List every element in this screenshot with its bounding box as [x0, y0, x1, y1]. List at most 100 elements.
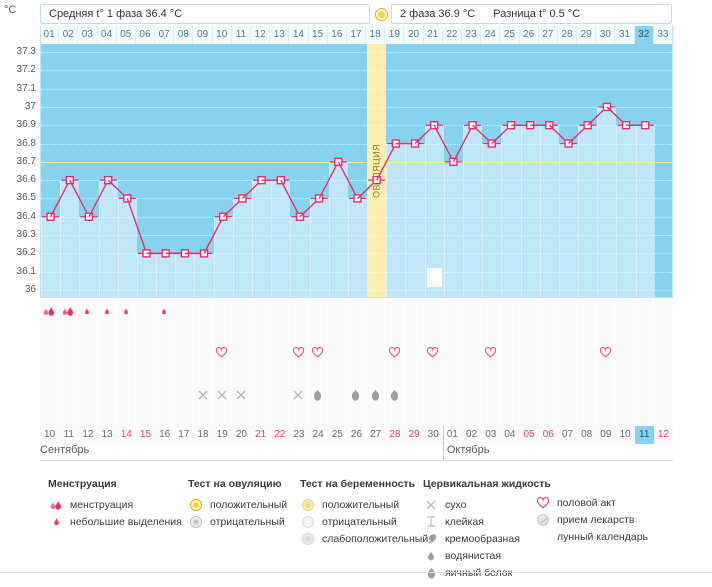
- sex-cell-11[interactable]: [231, 342, 251, 363]
- extra-cell-19[interactable]: [385, 405, 405, 426]
- calendar-date-10[interactable]: 10: [615, 426, 635, 444]
- cycle-day-24[interactable]: 24: [481, 26, 501, 44]
- row-sex[interactable]: [40, 342, 673, 363]
- menstruation-cell-12[interactable]: [251, 300, 271, 321]
- cervical-fluid-cell-08[interactable]: [174, 384, 194, 405]
- sex-cell-25[interactable]: [500, 342, 520, 363]
- menstruation-cell-26[interactable]: [519, 300, 539, 321]
- calendar-date-16[interactable]: 16: [155, 426, 175, 444]
- cervical-fluid-cell-28[interactable]: [557, 384, 578, 405]
- extra-cell-16[interactable]: [327, 405, 347, 426]
- menstruation-cell-22[interactable]: [442, 300, 462, 321]
- test-cell-26[interactable]: [519, 321, 539, 342]
- calendar-date-12[interactable]: 12: [653, 426, 673, 444]
- sex-cell-31[interactable]: [615, 342, 635, 363]
- sex-cell-30[interactable]: [596, 342, 616, 363]
- extra-cell-27[interactable]: [538, 405, 558, 426]
- menstruation-cell-09[interactable]: [193, 300, 213, 321]
- calendar-date-11[interactable]: 11: [59, 426, 79, 444]
- medication-cell-33[interactable]: [653, 363, 673, 384]
- sex-cell-15[interactable]: [308, 342, 328, 363]
- menstruation-cell-18[interactable]: [366, 300, 386, 321]
- sex-cell-12[interactable]: [251, 342, 271, 363]
- cycle-day-15[interactable]: 15: [308, 26, 328, 44]
- test-cell-24[interactable]: [481, 321, 501, 342]
- sex-cell-08[interactable]: [174, 342, 194, 363]
- test-cell-03[interactable]: [78, 321, 98, 342]
- menstruation-cell-24[interactable]: [481, 300, 501, 321]
- medication-cell-26[interactable]: [519, 363, 539, 384]
- cycle-day-03[interactable]: 03: [78, 26, 98, 44]
- extra-cell-22[interactable]: [442, 405, 462, 426]
- calendar-date-03[interactable]: 03: [481, 426, 501, 444]
- extra-cell-33[interactable]: [653, 405, 673, 426]
- cycle-day-18[interactable]: 18: [366, 26, 386, 44]
- calendar-date-21[interactable]: 21: [251, 426, 271, 444]
- menstruation-cell-16[interactable]: [327, 300, 347, 321]
- sex-cell-21[interactable]: [423, 342, 443, 363]
- cycle-day-20[interactable]: 20: [404, 26, 424, 44]
- cycle-day-21[interactable]: 21: [423, 26, 443, 44]
- cycle-day-05[interactable]: 05: [116, 26, 136, 44]
- cervical-fluid-cell-09[interactable]: [193, 384, 213, 405]
- test-cell-31[interactable]: [615, 321, 635, 342]
- cycle-day-08[interactable]: 08: [174, 26, 194, 44]
- cycle-day-29[interactable]: 29: [577, 26, 597, 44]
- test-cell-28[interactable]: [557, 321, 578, 342]
- menstruation-cell-29[interactable]: [577, 300, 597, 321]
- test-cell-15[interactable]: [308, 321, 328, 342]
- medication-cell-29[interactable]: [577, 363, 597, 384]
- sex-cell-24[interactable]: [481, 342, 501, 363]
- test-cell-04[interactable]: [97, 321, 117, 342]
- medication-cell-02[interactable]: [59, 363, 79, 384]
- medication-cell-14[interactable]: [289, 363, 309, 384]
- sex-cell-03[interactable]: [78, 342, 98, 363]
- calendar-date-06[interactable]: 06: [538, 426, 558, 444]
- cycle-day-17[interactable]: 17: [346, 26, 367, 44]
- sex-cell-17[interactable]: [346, 342, 367, 363]
- menstruation-cell-30[interactable]: [596, 300, 616, 321]
- ovulation-marker-badge[interactable]: [371, 4, 391, 24]
- cervical-fluid-cell-33[interactable]: [653, 384, 673, 405]
- menstruation-cell-19[interactable]: [385, 300, 405, 321]
- medication-cell-15[interactable]: [308, 363, 328, 384]
- medication-cell-31[interactable]: [615, 363, 635, 384]
- cycle-day-26[interactable]: 26: [519, 26, 539, 44]
- medication-cell-12[interactable]: [251, 363, 271, 384]
- data-point-day-01[interactable]: [46, 212, 55, 221]
- calendar-date-04[interactable]: 04: [500, 426, 520, 444]
- calendar-date-11[interactable]: 11: [634, 426, 654, 444]
- cycle-day-12[interactable]: 12: [251, 26, 271, 44]
- medication-cell-01[interactable]: [40, 363, 60, 384]
- sex-cell-29[interactable]: [577, 342, 597, 363]
- cervical-fluid-cell-32[interactable]: [634, 384, 654, 405]
- data-point-day-32[interactable]: [641, 121, 650, 130]
- data-point-day-14[interactable]: [295, 212, 305, 221]
- sex-cell-05[interactable]: [116, 342, 136, 363]
- sex-cell-23[interactable]: [462, 342, 482, 363]
- menstruation-cell-01[interactable]: [40, 300, 60, 321]
- cycle-day-04[interactable]: 04: [97, 26, 117, 44]
- medication-cell-03[interactable]: [78, 363, 98, 384]
- medication-cell-05[interactable]: [116, 363, 136, 384]
- cervical-fluid-cell-27[interactable]: [538, 384, 558, 405]
- calendar-date-26[interactable]: 26: [346, 426, 367, 444]
- test-cell-17[interactable]: [346, 321, 367, 342]
- cervical-fluid-cell-01[interactable]: [40, 384, 60, 405]
- menstruation-cell-08[interactable]: [174, 300, 194, 321]
- extra-cell-17[interactable]: [346, 405, 367, 426]
- menstruation-cell-04[interactable]: [97, 300, 117, 321]
- test-cell-21[interactable]: [423, 321, 443, 342]
- cycle-day-19[interactable]: 19: [385, 26, 405, 44]
- cervical-fluid-cell-05[interactable]: [116, 384, 136, 405]
- medication-cell-24[interactable]: [481, 363, 501, 384]
- medication-cell-08[interactable]: [174, 363, 194, 384]
- medication-cell-22[interactable]: [442, 363, 462, 384]
- cycle-day-16[interactable]: 16: [327, 26, 347, 44]
- menstruation-cell-27[interactable]: [538, 300, 558, 321]
- medication-cell-27[interactable]: [538, 363, 558, 384]
- test-cell-29[interactable]: [577, 321, 597, 342]
- extra-cell-23[interactable]: [462, 405, 482, 426]
- medication-cell-21[interactable]: [423, 363, 443, 384]
- medication-cell-30[interactable]: [596, 363, 616, 384]
